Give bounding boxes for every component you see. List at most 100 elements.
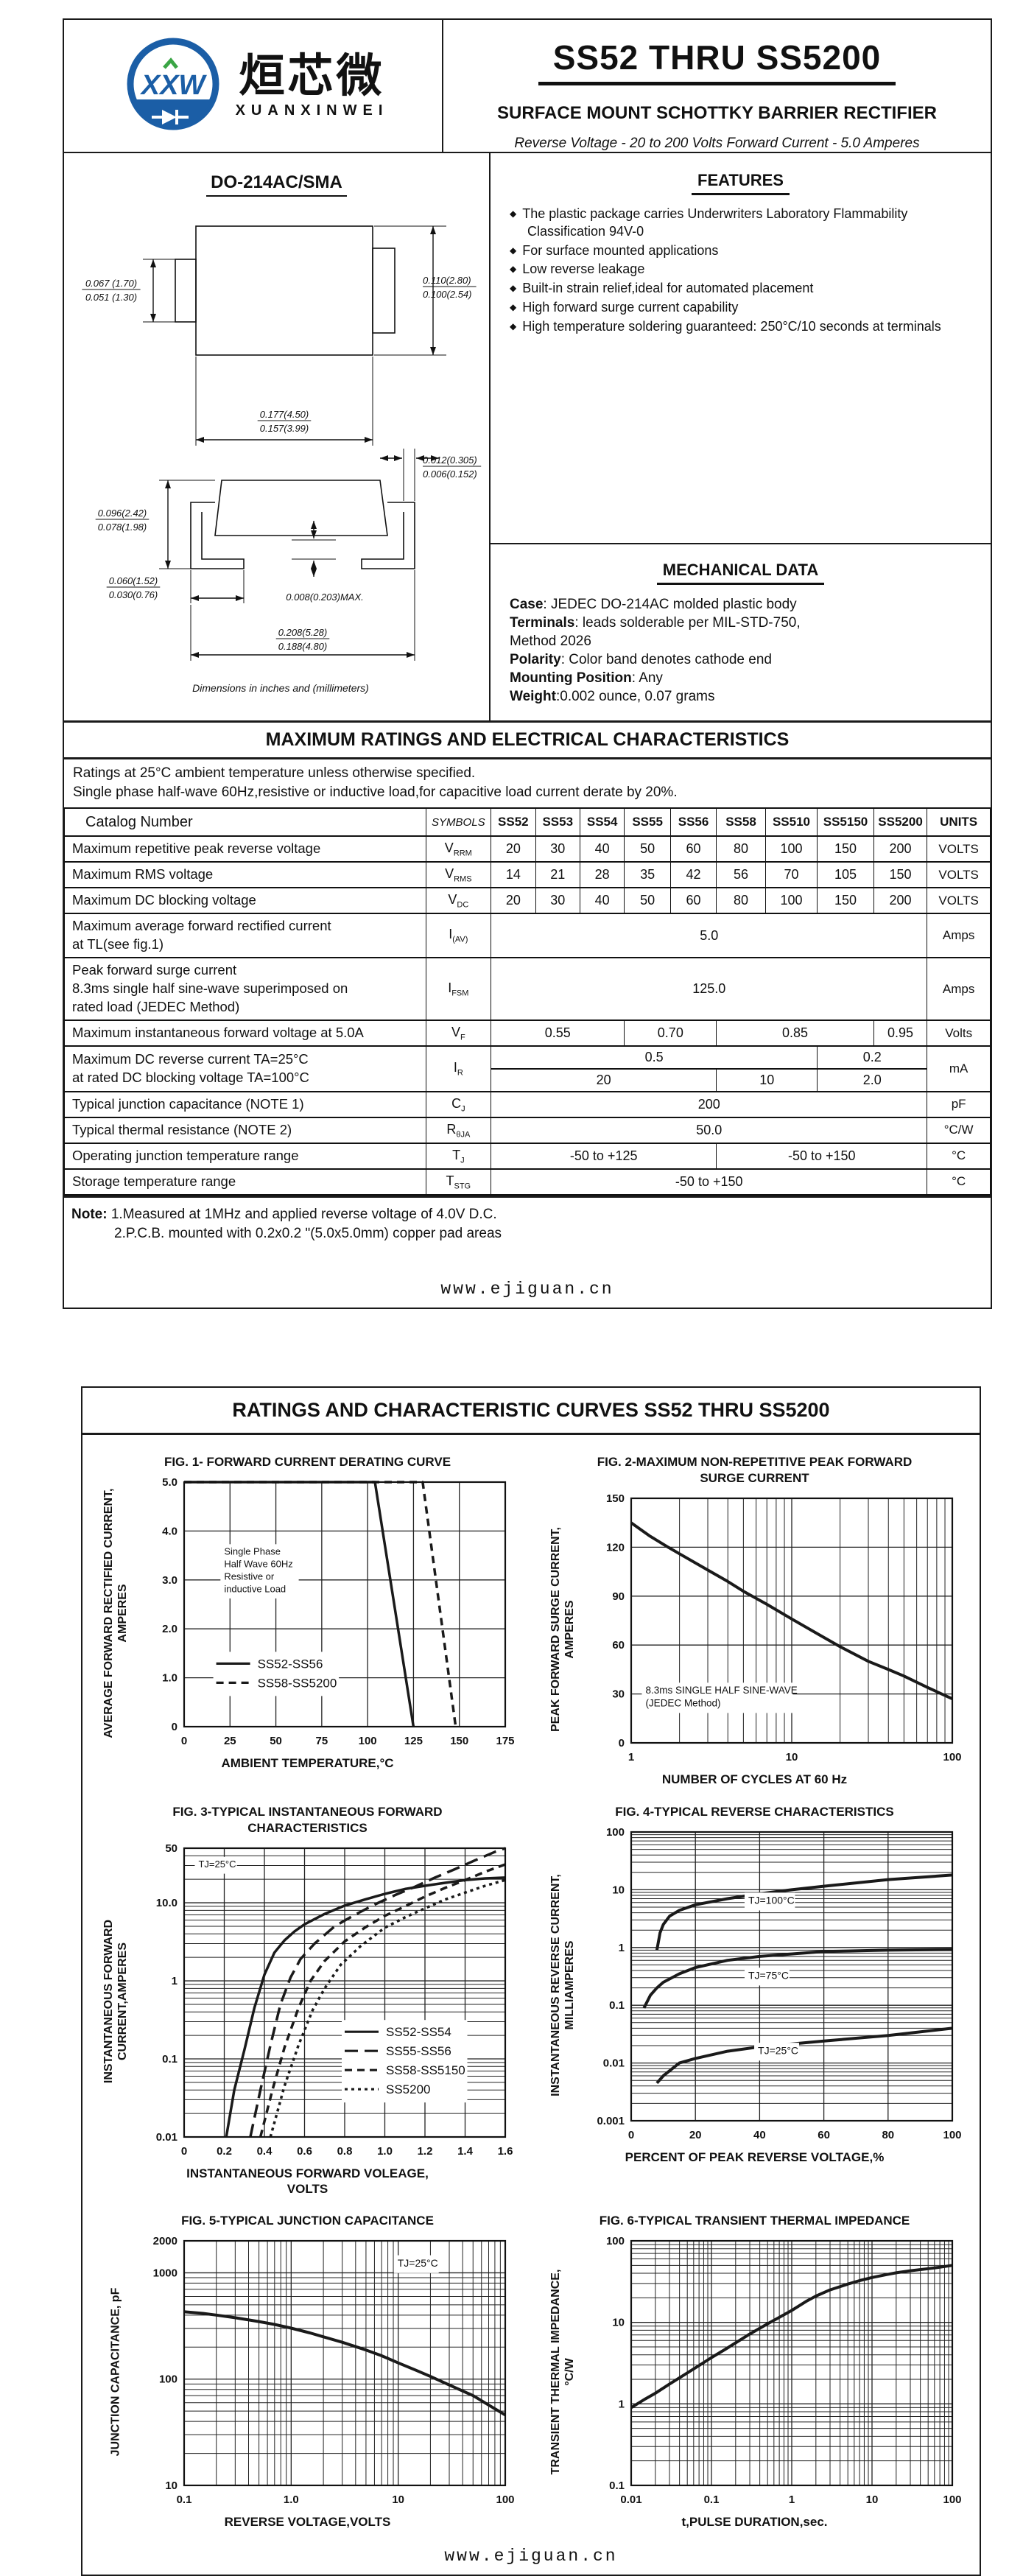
parameter-label: Maximum repetitive peak reverse voltage <box>64 835 426 863</box>
svg-text:25: 25 <box>223 1735 236 1747</box>
table-cell: 10 <box>716 1068 818 1092</box>
svg-text:10: 10 <box>865 2493 878 2506</box>
table-cell: 70 <box>764 861 818 889</box>
svg-text:0.01: 0.01 <box>620 2493 641 2506</box>
feature-item-4: ◆ Built-in strain relief,ideal for automa… <box>510 281 814 295</box>
svg-text:100: 100 <box>943 2493 961 2506</box>
svg-text:1: 1 <box>788 2493 794 2506</box>
mechanical-line-1: Case: JEDEC DO-214AC molded plastic body <box>510 596 797 612</box>
figure-fig6: FIG. 6-TYPICAL TRANSIENT THERMAL IMPEDAN… <box>531 2213 978 2530</box>
svg-text:10.0: 10.0 <box>155 1897 177 1909</box>
table-cell: 0.95 <box>873 1019 928 1047</box>
svg-text:0: 0 <box>618 1737 624 1749</box>
svg-text:0.208(5.28): 0.208(5.28) <box>278 627 327 638</box>
symbol-cell: I(AV) <box>425 913 492 959</box>
mechanical-line-5: Mounting Position: Any <box>510 670 663 686</box>
note-2: 2.P.C.B. mounted with 0.2x0.2 ʺ(5.0x5.0m… <box>114 1226 502 1242</box>
datasheet-page-1: XXW 烜芯微 XUANXINWEI SS52 THRU SS5200 SURF… <box>63 18 992 1310</box>
feature-item-2: ◆ For surface mounted applications <box>510 242 719 258</box>
fig5-plot: 0.1 1.0 10 100 10 100 1000 2000 TJ=25°C <box>152 2235 514 2506</box>
parameter-label: Operating junction temperature range <box>64 1142 426 1170</box>
table-cell: 60 <box>669 835 717 863</box>
table-cell: 80 <box>716 887 766 915</box>
svg-text:120: 120 <box>605 1542 624 1554</box>
parameter-label: Maximum DC blocking voltage <box>64 887 426 915</box>
table-cell: -50 to +125 <box>491 1142 717 1170</box>
svg-text:60: 60 <box>818 2129 830 2141</box>
model-column-header: SS5150 <box>817 807 874 838</box>
mechanical-line-2: Terminals: leads solderable per MIL-STD-… <box>510 614 801 631</box>
svg-text:80: 80 <box>882 2129 894 2141</box>
svg-text:0.030(0.76): 0.030(0.76) <box>108 589 158 600</box>
fig4-title: FIG. 4-TYPICAL REVERSE CHARACTERISTICS <box>615 1804 894 1819</box>
fig5-x-axis-label: REVERSE VOLTAGE,VOLTS <box>224 2515 391 2530</box>
svg-text:Resistive or: Resistive or <box>224 1571 275 1582</box>
package-name: DO-214AC/SMA <box>206 172 347 197</box>
fig3-title: FIG. 3-TYPICAL INSTANTANEOUS FORWARD CHAR… <box>172 1804 443 1835</box>
svg-text:0.6: 0.6 <box>297 2145 312 2158</box>
svg-text:(JEDEC Method): (JEDEC Method) <box>645 1698 720 1709</box>
diamond-bullet-icon: ◆ <box>510 264 517 275</box>
figure-fig5: FIG. 5-TYPICAL JUNCTION CAPACITANCE JUNCT… <box>84 2213 531 2530</box>
svg-text:1.0: 1.0 <box>162 1672 177 1685</box>
svg-text:30: 30 <box>612 1688 625 1701</box>
svg-text:150: 150 <box>605 1492 624 1505</box>
svg-text:3.0: 3.0 <box>162 1574 177 1587</box>
symbols-header: SYMBOLS <box>425 807 492 838</box>
fig2-y-axis-label: PEAK FORWARD SURGE CURRENT, AMPERES <box>549 1527 576 1733</box>
unit-cell: mA <box>927 1045 991 1092</box>
svg-text:TJ=25°C: TJ=25°C <box>198 1859 236 1870</box>
table-cell: 0.70 <box>624 1019 717 1047</box>
mechanical-line-3: Method 2026 <box>510 633 591 649</box>
svg-text:0.1: 0.1 <box>176 2493 191 2506</box>
svg-text:SS58-SS5150: SS58-SS5150 <box>386 2063 465 2077</box>
svg-text:0.177(4.50): 0.177(4.50) <box>259 409 309 420</box>
fig5-y-axis-label: JUNCTION CAPACITANCE, pF <box>109 2287 122 2457</box>
fig3-y-axis-label: INSTANTANEOUS FORWARD CURRENT,AMPERES <box>102 1919 129 2083</box>
table-cell: 0.55 <box>491 1019 625 1047</box>
package-caption: Dimensions in inches and (millimeters) <box>192 682 369 694</box>
table-cell: -50 to +150 <box>716 1142 928 1170</box>
part-number-title: SS52 THRU SS5200 <box>538 38 896 85</box>
website-footer-page1: www.ejiguan.cn <box>440 1280 614 1299</box>
svg-text:0.096(2.42): 0.096(2.42) <box>97 508 147 519</box>
svg-text:10: 10 <box>392 2493 404 2506</box>
svg-text:1: 1 <box>627 1751 633 1763</box>
svg-text:60: 60 <box>612 1639 625 1652</box>
svg-text:1.2: 1.2 <box>417 2145 432 2158</box>
svg-text:100: 100 <box>358 1735 376 1747</box>
note-label: Note: <box>71 1206 108 1222</box>
svg-text:0: 0 <box>180 1735 186 1747</box>
fig1-plot: 0 25 50 75 100 125 150 175 0 1.0 2.0 3.0 4.0 5.0 Singl… <box>162 1476 514 1747</box>
table-cell: 35 <box>624 861 671 889</box>
unit-cell: °C/W <box>927 1116 991 1144</box>
company-logo-icon: XXW <box>127 38 219 130</box>
logo-block: XXW 烜芯微 XUANXINWEI <box>64 20 443 152</box>
svg-text:2000: 2000 <box>152 2235 177 2247</box>
svg-text:8.3ms SINGLE HALF SINE-WAVE: 8.3ms SINGLE HALF SINE-WAVE <box>645 1685 797 1696</box>
svg-text:0.008(0.203)MAX.: 0.008(0.203)MAX. <box>286 592 364 603</box>
catalog-number-header: Catalog Number <box>64 807 426 838</box>
ratings-table: Catalog Number SYMBOLS SS52 SS53 SS54 SS55 SS5… <box>64 807 991 1196</box>
svg-text:SS52-SS54: SS52-SS54 <box>386 2025 451 2039</box>
website-footer-page2: www.ejiguan.cn <box>444 2546 618 2566</box>
svg-text:SS58-SS5200: SS58-SS5200 <box>257 1677 337 1691</box>
svg-text:0.110(2.80): 0.110(2.80) <box>423 275 471 286</box>
symbol-cell: IR <box>425 1045 492 1092</box>
unit-cell: Amps <box>927 957 991 1022</box>
svg-text:TJ=100°C: TJ=100°C <box>748 1894 794 1906</box>
table-cell: 200 <box>491 1091 928 1118</box>
feature-item-5: ◆ High forward surge current capability <box>510 299 739 315</box>
svg-text:inductive Load: inductive Load <box>224 1584 286 1595</box>
table-cell: 100 <box>764 887 818 915</box>
svg-text:4.0: 4.0 <box>162 1526 177 1538</box>
model-column-header: SS5200 <box>873 807 928 838</box>
header: XXW 烜芯微 XUANXINWEI SS52 THRU SS5200 SURF… <box>64 20 991 153</box>
svg-text:Single Phase: Single Phase <box>224 1546 281 1557</box>
svg-text:0.01: 0.01 <box>155 2131 177 2144</box>
mechanical-line-4: Polarity: Color band denotes cathode end <box>510 651 772 667</box>
note-1: 1.Measured at 1MHz and applied reverse v… <box>110 1206 497 1222</box>
svg-text:TJ=25°C: TJ=25°C <box>758 2044 798 2056</box>
svg-text:100: 100 <box>605 1826 624 1839</box>
